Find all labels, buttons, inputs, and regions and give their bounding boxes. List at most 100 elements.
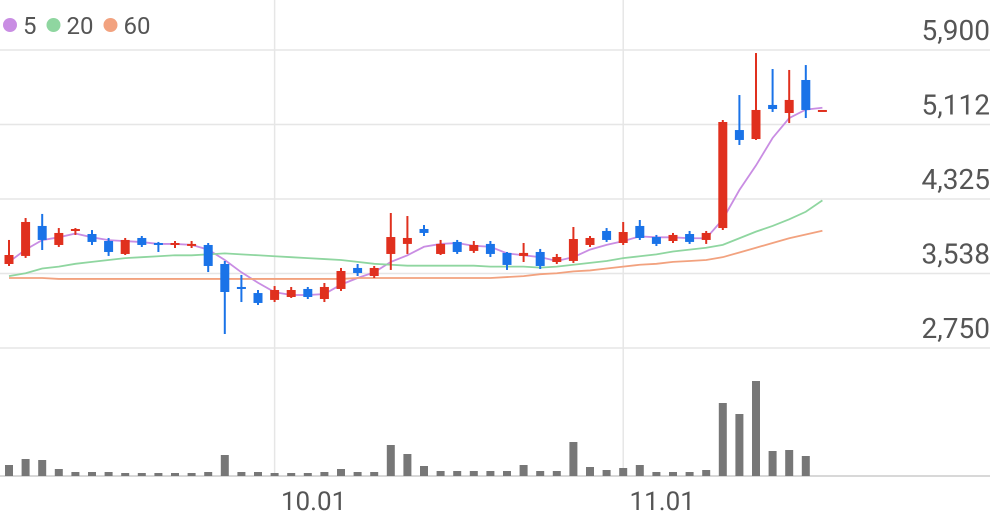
legend-label: 60: [123, 12, 150, 40]
volume-bar: [270, 473, 279, 476]
candle-body: [502, 252, 512, 265]
candle-body: [668, 234, 678, 242]
candle-body: [137, 237, 147, 245]
candle-body: [286, 290, 296, 298]
volume-bar: [486, 471, 495, 476]
volume-bar: [403, 454, 412, 476]
x-tick-label: 10.01: [281, 487, 346, 517]
volume-bar: [220, 455, 229, 476]
legend-marker: [3, 18, 17, 32]
volume-bar: [503, 471, 511, 476]
legend-marker: [46, 18, 61, 32]
candle-body: [718, 121, 728, 229]
ma-line: [8, 199, 823, 277]
volume-bar: [88, 472, 96, 476]
candle-body: [120, 239, 130, 254]
candle-body: [768, 104, 778, 110]
volume-bar: [5, 465, 13, 476]
candle-body: [685, 234, 695, 242]
volume-bar: [303, 473, 312, 476]
volume-bar: [453, 471, 462, 476]
candle-body: [236, 286, 246, 289]
volume-bar: [586, 467, 594, 476]
y-tick-label: 5,900: [922, 14, 990, 47]
candle-body: [54, 232, 64, 245]
volume-bar: [353, 472, 362, 476]
candle-body: [203, 244, 213, 266]
candle-body: [452, 241, 462, 252]
candle-body: [104, 241, 114, 252]
volume-bar: [187, 473, 196, 476]
volume-bar: [652, 472, 661, 476]
volume-bar: [137, 473, 146, 476]
volume-bar: [602, 470, 611, 476]
volume-bar: [237, 472, 246, 476]
legend-marker: [103, 18, 118, 32]
x-tick-label: 11.01: [630, 487, 695, 517]
candle-body: [602, 230, 612, 240]
volume-bar: [801, 456, 810, 476]
candle-body: [701, 232, 711, 240]
candle-body: [519, 252, 529, 256]
candle-body: [253, 293, 263, 303]
candle-body: [784, 99, 794, 114]
candle-body: [303, 288, 313, 298]
candle-body: [369, 267, 379, 277]
y-tick-label: 5,112: [922, 89, 990, 122]
ma-line: [9, 229, 823, 280]
candle-body: [170, 242, 180, 245]
candle-body: [187, 243, 197, 246]
candle-body: [751, 109, 761, 140]
candle-body: [153, 242, 163, 245]
candle-body: [436, 243, 446, 254]
candle-body: [353, 267, 363, 273]
volume-bar: [154, 473, 163, 476]
volume-bar: [569, 442, 578, 476]
candle-body: [734, 130, 744, 140]
volume-bar: [420, 466, 428, 476]
candle-body: [386, 237, 396, 254]
candle-body: [270, 290, 280, 300]
volume-bar: [54, 469, 63, 476]
candle-body: [469, 244, 479, 251]
legend-label: 5: [23, 12, 37, 40]
candle-body: [21, 221, 31, 256]
volume-bar: [768, 451, 777, 476]
volume-bar: [785, 450, 794, 476]
candle-body: [635, 225, 645, 238]
volume-bar: [104, 472, 113, 476]
candle-body: [618, 232, 628, 243]
volume-bar: [702, 470, 711, 476]
candle-body: [651, 237, 661, 244]
y-tick-label: 3,538: [922, 237, 990, 270]
volume-bar: [536, 471, 545, 476]
volume-bar: [552, 471, 561, 476]
volume-bar: [469, 471, 478, 476]
candle-body: [4, 255, 14, 264]
candle-body: [552, 256, 562, 263]
volume-bar: [685, 472, 694, 476]
volume-bar: [519, 465, 528, 476]
ma-line: [8, 106, 823, 296]
candle-body: [817, 109, 827, 112]
volume-bar: [254, 472, 262, 476]
volume-bar: [370, 472, 379, 476]
volume-bar: [204, 472, 213, 476]
volume-bar: [287, 473, 296, 476]
candle-body: [70, 228, 80, 231]
volume-bar: [436, 471, 445, 476]
candle-body: [485, 243, 495, 254]
volume-bar: [337, 469, 345, 476]
volume-bar: [71, 472, 80, 476]
y-tick-label: 4,325: [922, 163, 990, 196]
y-tick-label: 2,750: [922, 312, 990, 345]
candle-body: [336, 270, 346, 289]
volume-bar: [21, 459, 30, 476]
candle-body: [37, 225, 47, 240]
candle-body: [585, 237, 595, 245]
volume-bar: [619, 468, 628, 476]
volume-bar: [320, 472, 329, 476]
candle-body: [87, 234, 97, 242]
